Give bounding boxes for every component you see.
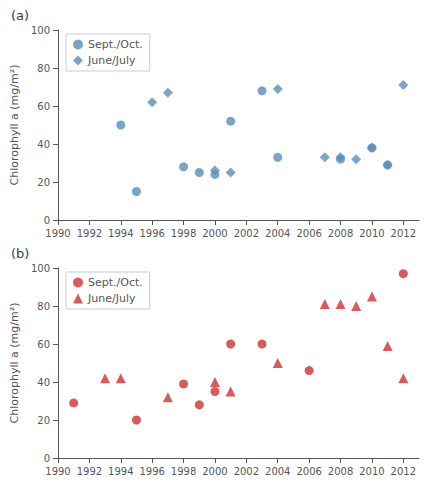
svg-text:Sept./Oct.: Sept./Oct. (88, 276, 143, 289)
svg-text:2010: 2010 (359, 228, 384, 239)
svg-text:2012: 2012 (391, 466, 416, 477)
svg-text:2006: 2006 (296, 228, 321, 239)
svg-text:100: 100 (31, 263, 50, 274)
svg-text:2006: 2006 (296, 466, 321, 477)
svg-text:(a): (a) (11, 8, 29, 23)
svg-text:1994: 1994 (108, 228, 133, 239)
svg-text:2000: 2000 (202, 228, 227, 239)
svg-text:20: 20 (37, 415, 50, 426)
svg-text:1996: 1996 (139, 466, 164, 477)
svg-text:60: 60 (37, 101, 50, 112)
svg-text:80: 80 (37, 301, 50, 312)
svg-text:40: 40 (37, 139, 50, 150)
svg-text:0: 0 (44, 453, 50, 464)
svg-text:1990: 1990 (45, 466, 70, 477)
svg-text:2004: 2004 (265, 228, 290, 239)
svg-text:2002: 2002 (234, 228, 259, 239)
svg-text:1990: 1990 (45, 228, 70, 239)
svg-text:1992: 1992 (77, 466, 102, 477)
svg-text:1994: 1994 (108, 466, 133, 477)
svg-text:2008: 2008 (328, 466, 353, 477)
svg-text:2004: 2004 (265, 466, 290, 477)
svg-text:1998: 1998 (171, 466, 196, 477)
svg-text:2002: 2002 (234, 466, 259, 477)
svg-text:1998: 1998 (171, 228, 196, 239)
svg-text:(b): (b) (11, 246, 29, 261)
svg-text:Chlorophyll a (mg/m²): Chlorophyll a (mg/m²) (8, 65, 21, 186)
svg-text:20: 20 (37, 177, 50, 188)
svg-text:60: 60 (37, 339, 50, 350)
svg-text:40: 40 (37, 377, 50, 388)
svg-text:0: 0 (44, 215, 50, 226)
svg-text:2000: 2000 (202, 466, 227, 477)
svg-text:2008: 2008 (328, 228, 353, 239)
svg-text:100: 100 (31, 25, 50, 36)
svg-text:June/July: June/July (87, 54, 136, 67)
svg-text:Chlorophyll a (mg/m²): Chlorophyll a (mg/m²) (8, 303, 21, 424)
svg-text:Sept./Oct.: Sept./Oct. (88, 38, 143, 51)
svg-text:2010: 2010 (359, 466, 384, 477)
svg-text:June/July: June/July (87, 292, 136, 305)
svg-text:1996: 1996 (139, 228, 164, 239)
svg-text:2012: 2012 (391, 228, 416, 239)
svg-text:1992: 1992 (77, 228, 102, 239)
svg-text:80: 80 (37, 63, 50, 74)
